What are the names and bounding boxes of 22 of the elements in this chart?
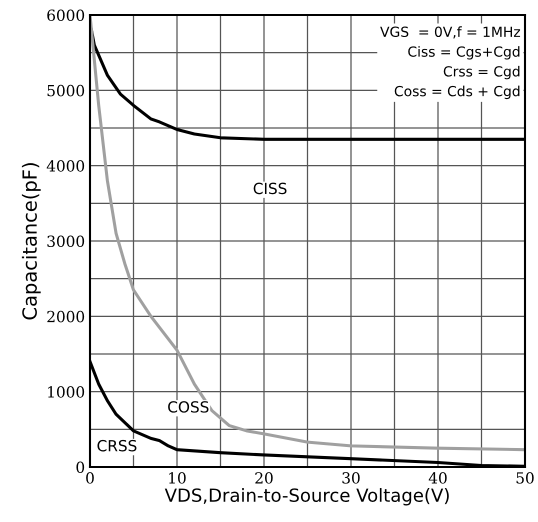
- y-tick-label: 1000: [48, 386, 84, 398]
- y-axis-title: Capacitance(pF): [22, 163, 41, 320]
- x-tick-label: 50: [516, 472, 534, 484]
- annotation: Ciss = Cgs+Cgd: [408, 46, 520, 60]
- x-tick-label: 40: [428, 472, 447, 484]
- y-tick-label: 4000: [46, 160, 84, 172]
- annotation: CRSS: [97, 440, 136, 452]
- y-tick-label: 6000: [47, 9, 84, 22]
- x-tick-label: 0: [86, 472, 94, 484]
- y-tick-label: 3000: [47, 235, 84, 248]
- annotation: CISS: [254, 182, 287, 194]
- annotation: Coss = Cds + Cgd: [394, 86, 520, 100]
- y-tick-label: 0: [76, 461, 84, 474]
- x-tick-label: 30: [342, 472, 360, 484]
- y-tick-label: 2000: [47, 310, 84, 322]
- x-tick-label: 10: [169, 472, 186, 484]
- x-axis-title: VDS,Drain-to-Source Voltage(V): [164, 488, 449, 506]
- y-tick-label: 5000: [48, 84, 84, 96]
- x-tick-label: 20: [255, 472, 273, 484]
- annotation: Crss = Cgd: [444, 66, 520, 80]
- annotation: COSS: [168, 401, 208, 413]
- annotation: VGS = 0V,f = 1MHz: [380, 26, 520, 38]
